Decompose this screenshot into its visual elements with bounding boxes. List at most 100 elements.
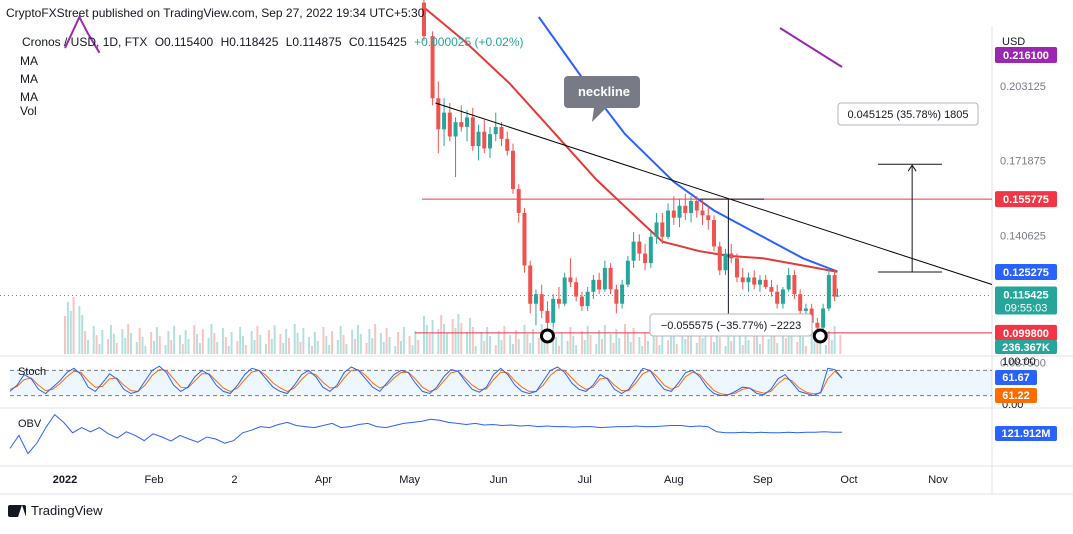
volume-bar <box>632 328 635 354</box>
price-badge-label: 0.155775 <box>1003 194 1049 206</box>
volume-bar <box>141 337 144 354</box>
volume-bar <box>181 344 184 354</box>
candle-body <box>574 282 579 297</box>
candle-body <box>677 205 682 218</box>
volume-bar <box>672 335 675 354</box>
volume-bar <box>445 333 448 354</box>
candle-body <box>528 265 533 304</box>
x-tick-label: Sep <box>753 474 773 486</box>
candle-body <box>545 310 550 323</box>
volume-bar <box>509 335 512 354</box>
volume-bar <box>193 325 196 354</box>
low-value: L0.114875 <box>285 35 342 49</box>
volume-bar <box>615 329 618 354</box>
candle-body <box>700 210 705 216</box>
candle-body <box>832 275 837 297</box>
volume-bar <box>583 340 586 354</box>
volume-bar <box>382 342 385 354</box>
volume-bar <box>213 333 216 354</box>
volume-bar <box>730 341 733 354</box>
candle-body <box>803 308 808 311</box>
candle-body <box>683 205 688 213</box>
indicator-label-ma-2[interactable]: MA <box>20 72 38 86</box>
published-caption: CryptoFXStreet published on TradingView.… <box>6 6 425 20</box>
volume-bar <box>560 332 563 354</box>
tradingview-logo-icon <box>8 504 26 517</box>
volume-bar <box>813 341 816 354</box>
price-badge-label: 0.125275 <box>1003 267 1049 279</box>
candle-body <box>476 131 481 147</box>
volume-bar <box>127 324 130 354</box>
volume-bar <box>144 346 147 354</box>
volume-bar <box>86 340 89 354</box>
volume-bar <box>101 330 104 354</box>
obv-pane-label[interactable]: OBV <box>18 418 42 430</box>
candle-body <box>585 291 590 307</box>
tradingview-logo[interactable]: TradingView <box>8 503 103 518</box>
indicator-label-vol[interactable]: Vol <box>20 104 37 118</box>
volume-bar <box>609 334 612 354</box>
stoch-pane-label[interactable]: Stoch <box>18 366 47 378</box>
volume-bar <box>236 341 239 354</box>
volume-bar <box>256 326 259 354</box>
candle-body <box>533 294 538 304</box>
volume-bar <box>555 337 558 354</box>
candle-body <box>499 126 504 139</box>
volume-bar <box>379 333 382 354</box>
volume-bar <box>626 333 629 354</box>
candle-body <box>740 277 745 283</box>
candle-body <box>421 2 426 37</box>
candle-body <box>602 267 607 290</box>
volume-bar <box>718 337 721 354</box>
volume-bar <box>170 340 173 354</box>
open-value: O0.115400 <box>154 35 214 49</box>
candle-body <box>706 215 711 221</box>
volume-bar <box>511 344 514 354</box>
volume-bar <box>733 327 736 354</box>
volume-bar <box>371 338 374 354</box>
volume-bar <box>790 333 793 354</box>
volume-bar <box>454 328 457 354</box>
stoch-d-line <box>9 369 843 396</box>
symbol-name[interactable]: Cronos / USD, 1D, FTX <box>22 35 148 49</box>
volume-bar <box>758 344 761 354</box>
volume-bar <box>130 333 133 354</box>
volume-bar <box>767 339 770 354</box>
candle-body <box>717 246 722 271</box>
stoch-band-fill <box>10 370 992 396</box>
volume-bar <box>810 332 813 354</box>
volume-bar <box>198 343 201 354</box>
candle-body <box>631 241 636 261</box>
volume-bar <box>833 326 836 354</box>
volume-bar <box>431 320 434 354</box>
volume-bar <box>95 335 98 354</box>
volume-bar <box>150 332 153 354</box>
volume-bar <box>279 334 282 354</box>
volume-bar <box>302 328 305 354</box>
volume-bar <box>827 331 830 354</box>
candle-body <box>752 277 757 285</box>
volume-bar <box>259 335 262 354</box>
volume-bar <box>64 316 66 354</box>
candle-body <box>591 279 596 292</box>
candle-body <box>671 210 676 218</box>
volume-bar <box>299 342 302 354</box>
x-tick-label: May <box>399 474 420 486</box>
volume-bar <box>713 342 716 354</box>
volume-bar <box>543 333 546 354</box>
volume-bar <box>359 334 362 354</box>
close-value: C0.115425 <box>348 35 407 49</box>
indicator-label-ma-3[interactable]: MA <box>20 90 38 104</box>
volume-bar <box>158 336 161 354</box>
volume-bar <box>704 324 707 354</box>
candle-body <box>798 294 803 311</box>
volume-bar <box>500 340 503 354</box>
x-tick-label: 2022 <box>53 474 77 486</box>
volume-bar <box>474 346 477 354</box>
candle-body <box>470 117 475 147</box>
volume-bar <box>270 339 273 354</box>
candle-body <box>556 298 561 304</box>
indicator-label-ma-1[interactable]: MA <box>20 54 38 68</box>
neckline-line <box>435 102 993 286</box>
